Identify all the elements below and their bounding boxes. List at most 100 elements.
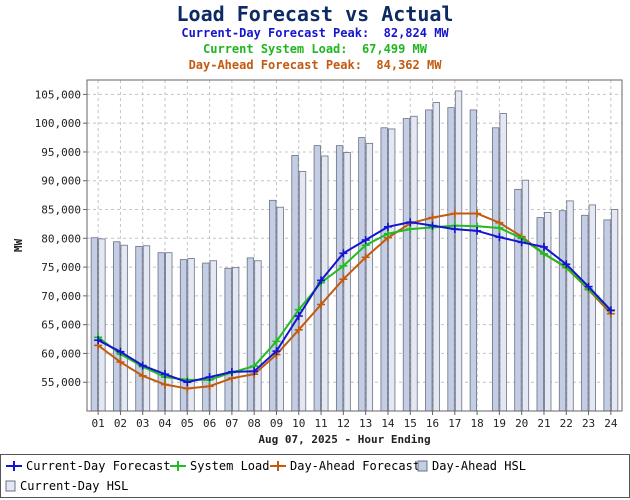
current-day-forecast-point: [138, 361, 147, 370]
y-tick-label: 60,000: [41, 347, 81, 360]
plot-frame: [86, 79, 623, 412]
legend-label: System Load: [190, 459, 270, 473]
day-ahead-hsl-bar: [335, 145, 344, 412]
legend-item-day-ahead-hsl[interactable]: Day-Ahead HSL: [417, 459, 526, 473]
y-tick-label: 105,000: [35, 88, 81, 101]
legend-item-current-day-hsl[interactable]: Current-Day HSL: [5, 479, 128, 493]
x-tick-label: 19: [493, 417, 506, 430]
chart-title: Load Forecast vs Actual: [176, 2, 454, 26]
x-tick-label: 23: [582, 417, 595, 430]
day-ahead-hsl-bar: [514, 188, 522, 412]
day-ahead-hsl-bar: [269, 199, 277, 412]
y-tick-label: 65,000: [41, 319, 81, 332]
day-ahead-hsl-bar: [603, 219, 611, 412]
day-ahead-forecast-peak-text: Day-Ahead Forecast Peak: 84,362 MW: [188, 58, 442, 72]
x-tick-label: 20: [515, 417, 528, 430]
current-day-hsl-bar: [521, 179, 530, 412]
current-day-hsl-bar: [298, 171, 307, 412]
current-day-forecast-point: [406, 218, 415, 227]
current-day-hsl-bar: [432, 102, 440, 412]
current-day-forecast-point: [317, 276, 326, 285]
current-day-forecast-point: [450, 225, 459, 234]
current-day-forecast-point: [562, 260, 571, 269]
day-ahead-forecast-point: [361, 253, 370, 262]
system-load-point: [339, 261, 348, 270]
day-ahead-hsl-bar: [157, 252, 165, 412]
x-tick-label: 12: [337, 417, 350, 430]
y-tick-label: 55,000: [41, 376, 81, 389]
current-day-hsl-bar: [499, 112, 507, 412]
legend-item-system-load[interactable]: System Load: [169, 459, 269, 473]
current-day-hsl-bar: [254, 260, 262, 412]
legend-label: Current-Day HSL: [20, 479, 129, 493]
current-day-forecast-point: [584, 282, 593, 291]
current-day-hsl-bar: [120, 244, 128, 412]
current-day-forecast-point: [339, 249, 348, 258]
day-ahead-hsl-bar: [202, 262, 210, 412]
legend-item-current-day-forecast[interactable]: Current-Day Forecast: [5, 459, 171, 473]
current-day-hsl-bar: [321, 155, 329, 412]
day-ahead-hsl-bar: [113, 241, 121, 412]
current-day-forecast-point: [473, 226, 482, 235]
day-ahead-forecast-point: [450, 209, 459, 218]
y-tick-label: 80,000: [41, 232, 81, 245]
day-ahead-hsl-bar: [135, 245, 143, 412]
day-ahead-forecast-point: [161, 380, 170, 389]
day-ahead-forecast-line: [97, 212, 612, 390]
current-day-forecast-point: [116, 347, 125, 356]
day-ahead-hsl-bar: [291, 155, 299, 412]
x-axis-ticks: 01 02 03 04 05 06 07 08 09 10 11 12 13 14 15 16 17 18 19 20…: [92, 411, 618, 430]
day-ahead-hsl-bar: [358, 137, 366, 412]
day-ahead-forecast-point: [116, 358, 125, 367]
current-day-hsl-bar: [566, 200, 574, 412]
current-day-forecast-point: [361, 236, 370, 245]
y-tick-label: 75,000: [41, 261, 81, 274]
system-load-point: [383, 229, 392, 238]
current-day-hsl-bar: [142, 245, 151, 412]
current-day-hsl-bar: [165, 252, 173, 412]
x-tick-label: 05: [181, 417, 194, 430]
x-tick-label: 22: [560, 417, 573, 430]
day-ahead-forecast-point: [428, 213, 437, 222]
current-day-forecast-point: [428, 221, 437, 230]
legend-line-swatch-icon: [270, 461, 286, 471]
current-day-forecast-point: [294, 312, 303, 321]
chart-legend: Current-Day Forecast System Load Day-Ahe…: [0, 454, 630, 498]
legend-label: Current-Day Forecast: [26, 459, 171, 473]
day-ahead-forecast-point: [138, 371, 147, 380]
day-ahead-hsl-bar: [313, 145, 321, 412]
current-day-forecast-point: [383, 222, 392, 231]
chart-grid: [87, 80, 622, 411]
legend-item-day-ahead-forecast[interactable]: Day-Ahead Forecast: [269, 459, 420, 473]
x-tick-label: 04: [158, 417, 172, 430]
current-day-forecast-point: [205, 373, 214, 382]
day-ahead-forecast-point: [339, 275, 348, 284]
x-tick-label: 17: [448, 417, 461, 430]
current-day-forecast-point: [161, 370, 170, 379]
x-tick-label: 01: [92, 417, 105, 430]
day-ahead-hsl-bar: [246, 257, 255, 412]
current-day-hsl-bar: [276, 206, 284, 412]
current-day-hsl-bar: [388, 128, 396, 412]
x-axis-label: Aug 07, 2025 - Hour Ending: [258, 433, 430, 446]
system-load-point: [272, 337, 281, 346]
day-ahead-forecast-point: [294, 325, 303, 334]
current-day-hsl-bar: [454, 90, 463, 412]
legend-label: Day-Ahead Forecast: [290, 459, 421, 473]
y-tick-label: 100,000: [35, 117, 81, 130]
x-tick-label: 06: [203, 417, 216, 430]
legend-bar-swatch-icon: [417, 460, 428, 472]
current-day-forecast-point: [227, 367, 236, 376]
day-ahead-forecast-point: [317, 300, 326, 309]
day-ahead-hsl-bar: [491, 127, 500, 412]
current-day-forecast-point: [94, 336, 103, 345]
x-tick-label: 16: [426, 417, 439, 430]
current-day-hsl-bar: [410, 115, 418, 412]
current-day-forecast-point: [495, 233, 504, 242]
day-ahead-hsl-bar: [90, 237, 99, 412]
system-load-point: [495, 223, 504, 232]
day-ahead-forecast-point: [473, 209, 482, 218]
x-tick-label: 18: [470, 417, 483, 430]
x-tick-label: 08: [248, 417, 261, 430]
current-day-hsl-bar: [209, 260, 218, 412]
